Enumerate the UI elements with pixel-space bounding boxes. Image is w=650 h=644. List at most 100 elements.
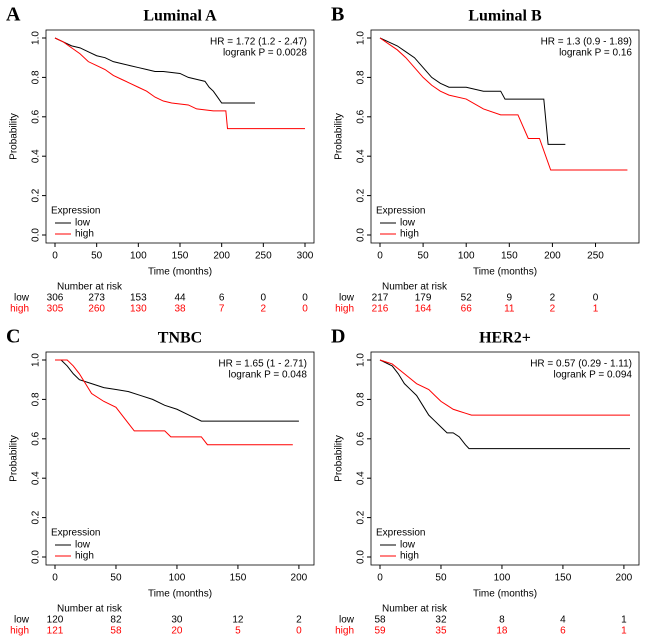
x-tick-label: 0 bbox=[52, 251, 58, 262]
risk-value: 30 bbox=[171, 615, 183, 626]
km-panel: D HER2+ HR = 0.57 (0.29 - 1.11)logrank P =… bbox=[331, 326, 640, 637]
survival-curve bbox=[54, 37, 255, 104]
y-tick-label: 0.8 bbox=[356, 70, 367, 84]
y-tick-label: 0.6 bbox=[31, 109, 42, 123]
legend-label: high bbox=[75, 551, 94, 562]
risk-value: 59 bbox=[374, 626, 386, 637]
x-tick-label: 200 bbox=[213, 251, 230, 262]
risk-value: 20 bbox=[171, 626, 183, 637]
x-tick-label: 0 bbox=[377, 251, 383, 262]
survival-curve bbox=[379, 37, 566, 145]
y-tick-label: 0.8 bbox=[31, 70, 42, 84]
risk-value: 0 bbox=[593, 293, 599, 304]
x-axis-label: Time (months) bbox=[148, 589, 212, 600]
y-tick-label: 0.4 bbox=[31, 471, 42, 485]
risk-value: 121 bbox=[47, 626, 64, 637]
x-tick-label: 0 bbox=[377, 573, 383, 584]
x-tick-label: 150 bbox=[172, 251, 189, 262]
legend-title: Expression bbox=[376, 528, 425, 539]
annotation: logrank P = 0.048 bbox=[229, 370, 308, 381]
legend-title: Expression bbox=[51, 206, 100, 217]
y-tick-label: 0.2 bbox=[356, 510, 367, 524]
risk-value: 179 bbox=[415, 293, 432, 304]
x-tick-label: 250 bbox=[255, 251, 272, 262]
x-axis-label: Time (months) bbox=[148, 267, 212, 278]
annotation: HR = 1.65 (1 - 2.71) bbox=[218, 359, 307, 370]
y-tick-label: 0.0 bbox=[31, 228, 42, 242]
legend-label: high bbox=[400, 229, 419, 240]
risk-value: 2 bbox=[550, 304, 556, 315]
risk-value: 58 bbox=[374, 615, 386, 626]
risk-value: 7 bbox=[219, 304, 225, 315]
risk-value: 216 bbox=[372, 304, 389, 315]
y-tick-label: 0.6 bbox=[356, 109, 367, 123]
x-tick-label: 150 bbox=[230, 573, 247, 584]
y-tick-label: 1.0 bbox=[356, 31, 367, 45]
x-tick-label: 100 bbox=[169, 573, 186, 584]
plot-frame bbox=[370, 29, 640, 244]
y-tick-label: 1.0 bbox=[31, 353, 42, 367]
risk-row-label: high bbox=[335, 304, 354, 315]
y-axis-label: Probability bbox=[9, 113, 20, 160]
x-tick-label: 50 bbox=[435, 573, 447, 584]
risk-value: 6 bbox=[560, 626, 566, 637]
chart-title: Luminal B bbox=[468, 8, 542, 25]
risk-value: 52 bbox=[461, 293, 473, 304]
panel-letter: D bbox=[331, 326, 345, 348]
survival-curve bbox=[54, 37, 305, 130]
x-tick-label: 100 bbox=[130, 251, 147, 262]
risk-value: 6 bbox=[219, 293, 225, 304]
panel-letter: A bbox=[6, 4, 21, 26]
risk-value: 306 bbox=[47, 293, 64, 304]
risk-table-title: Number at risk bbox=[382, 604, 448, 615]
x-axis-label: Time (months) bbox=[473, 267, 537, 278]
panel-letter: B bbox=[331, 4, 344, 26]
y-tick-label: 0.4 bbox=[31, 149, 42, 163]
risk-value: 38 bbox=[174, 304, 186, 315]
y-axis-label: Probability bbox=[334, 113, 345, 160]
chart-title: HER2+ bbox=[479, 330, 531, 347]
y-tick-label: 0.6 bbox=[31, 431, 42, 445]
risk-value: 164 bbox=[415, 304, 432, 315]
x-tick-label: 50 bbox=[91, 251, 103, 262]
risk-value: 1 bbox=[593, 304, 599, 315]
y-axis-label: Probability bbox=[334, 435, 345, 482]
risk-value: 0 bbox=[296, 626, 302, 637]
x-axis-label: Time (months) bbox=[473, 589, 537, 600]
annotation: logrank P = 0.16 bbox=[559, 48, 632, 59]
risk-value: 82 bbox=[110, 615, 122, 626]
risk-value: 9 bbox=[507, 293, 513, 304]
risk-value: 32 bbox=[435, 615, 447, 626]
survival-curve bbox=[379, 359, 630, 450]
x-tick-label: 200 bbox=[616, 573, 633, 584]
annotation: logrank P = 0.094 bbox=[554, 370, 633, 381]
x-tick-label: 250 bbox=[587, 251, 604, 262]
survival-curve bbox=[379, 37, 628, 171]
legend-title: Expression bbox=[376, 206, 425, 217]
risk-value: 153 bbox=[130, 293, 147, 304]
risk-value: 217 bbox=[372, 293, 389, 304]
x-tick-label: 50 bbox=[418, 251, 430, 262]
survival-curve bbox=[55, 359, 293, 446]
risk-value: 130 bbox=[130, 304, 147, 315]
risk-value: 120 bbox=[47, 615, 64, 626]
y-tick-label: 0.2 bbox=[31, 510, 42, 524]
panel-letter: C bbox=[6, 326, 20, 348]
x-tick-label: 0 bbox=[52, 573, 58, 584]
y-tick-label: 1.0 bbox=[356, 353, 367, 367]
y-tick-label: 0.2 bbox=[31, 188, 42, 202]
legend-label: low bbox=[400, 218, 416, 229]
risk-table-title: Number at risk bbox=[382, 282, 448, 293]
x-tick-label: 100 bbox=[458, 251, 475, 262]
risk-value: 0 bbox=[302, 304, 308, 315]
x-tick-label: 150 bbox=[555, 573, 572, 584]
km-panel: B Luminal B HR = 1.3 (0.9 - 1.89)logrank P… bbox=[331, 4, 640, 315]
annotation: HR = 0.57 (0.29 - 1.11) bbox=[530, 359, 632, 370]
plot-frame bbox=[45, 351, 315, 566]
chart-title: TNBC bbox=[158, 330, 202, 347]
legend-label: high bbox=[400, 551, 419, 562]
km-panel: A Luminal A HR = 1.72 (1.2 - 2.47)logrank … bbox=[6, 4, 315, 315]
x-tick-label: 50 bbox=[110, 573, 122, 584]
chart-title: Luminal A bbox=[143, 8, 217, 25]
